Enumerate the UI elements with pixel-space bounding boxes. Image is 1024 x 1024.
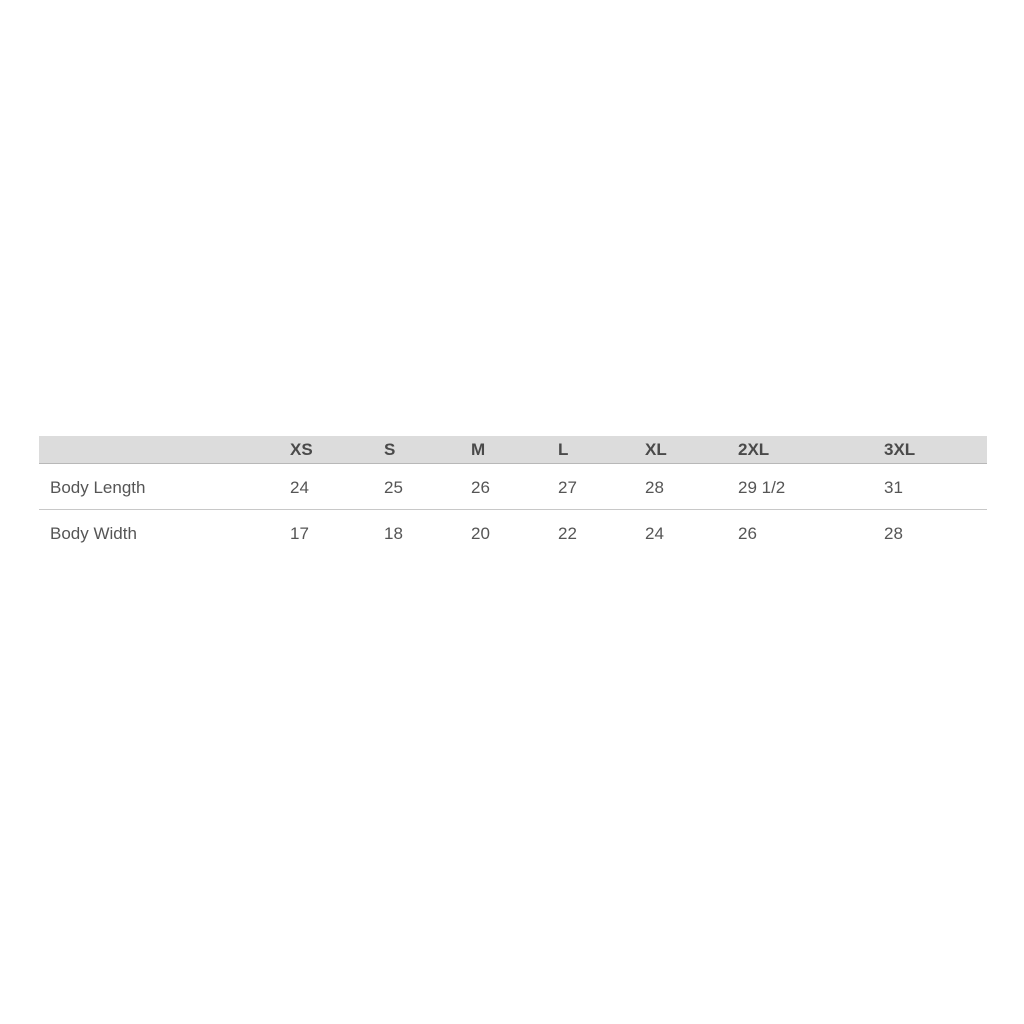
header-l: L [558,440,569,459]
cell: 28 [645,478,664,497]
header-xl: XL [645,440,667,459]
header-xs: XS [290,440,313,459]
header-s: S [384,440,396,459]
table-row: Body Length 24 25 26 27 28 29 1/2 31 [39,464,987,510]
cell: 17 [290,524,309,543]
row-label: Body Width [50,524,137,543]
cell: 25 [384,478,403,497]
cell: 29 1/2 [738,478,786,497]
size-chart-table: XS S M L XL 2XL 3XL Body Length 24 25 26… [39,436,987,555]
cell: 20 [471,524,490,543]
cell: 22 [558,524,577,543]
header-row: XS S M L XL 2XL 3XL [39,436,987,464]
cell: 24 [290,478,309,497]
table-row: Body Width 17 18 20 22 24 26 28 [39,510,987,555]
cell: 24 [645,524,664,543]
cell: 26 [471,478,490,497]
cell: 31 [884,478,903,497]
header-2xl: 2XL [738,440,770,459]
header-m: M [471,440,486,459]
header-3xl: 3XL [884,440,916,459]
cell: 18 [384,524,403,543]
cell: 26 [738,524,757,543]
row-label: Body Length [50,478,146,497]
cell: 28 [884,524,903,543]
cell: 27 [558,478,577,497]
